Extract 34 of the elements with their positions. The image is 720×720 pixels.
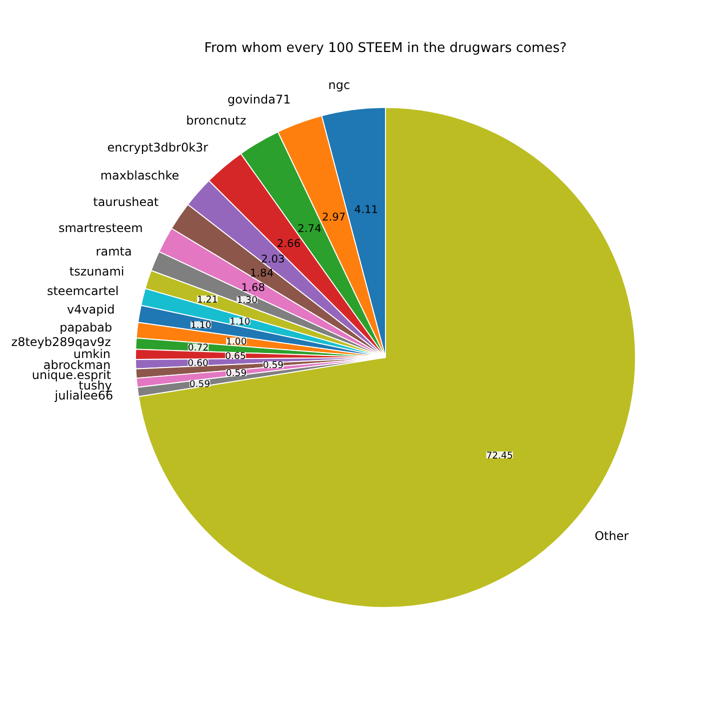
slice-label: broncnutz <box>186 113 246 128</box>
data-label: 0.60 <box>188 358 209 370</box>
slice-label: steemcartel <box>46 284 119 298</box>
slice-label: v4vapid <box>66 302 115 316</box>
data-label: 72.45 <box>486 450 513 462</box>
data-label: 1.30 <box>236 295 258 306</box>
data-label: 0.65 <box>225 351 246 362</box>
chart-title: From whom every 100 STEEM in the drugwars comes? <box>204 41 567 56</box>
data-label: 4.11 <box>354 202 378 216</box>
slice-label: Other <box>594 529 629 544</box>
data-label: 2.66 <box>276 236 301 250</box>
slice-label: umkin <box>73 347 111 362</box>
data-label: 0.59 <box>262 360 284 372</box>
data-label: 1.21 <box>196 294 218 306</box>
slice-label: ramta <box>96 244 132 258</box>
slice-label: papabab <box>60 320 112 334</box>
data-label: 0.59 <box>189 378 210 390</box>
data-label: 2.74 <box>298 222 322 236</box>
slice-label: smartresteem <box>58 221 143 236</box>
data-label: 2.97 <box>322 210 346 224</box>
slice-label: encrypt3dbr0k3r <box>107 140 208 154</box>
slice-label: z8teyb289qav9z <box>11 335 111 350</box>
slice-label: govinda71 <box>228 92 291 106</box>
data-label: 1.68 <box>241 280 266 294</box>
data-label: 1.84 <box>250 266 274 280</box>
slice-label: unique.esprit <box>32 368 112 382</box>
data-label: 1.10 <box>190 320 212 332</box>
slice-label: ngc <box>328 78 350 92</box>
data-label: 0.59 <box>226 368 247 380</box>
data-label: 0.72 <box>188 342 209 354</box>
slice-label: tszunami <box>69 264 124 279</box>
slice-label: taurusheat <box>93 195 159 210</box>
slice-label: maxblaschke <box>100 168 180 183</box>
data-label: 2.03 <box>261 252 285 266</box>
